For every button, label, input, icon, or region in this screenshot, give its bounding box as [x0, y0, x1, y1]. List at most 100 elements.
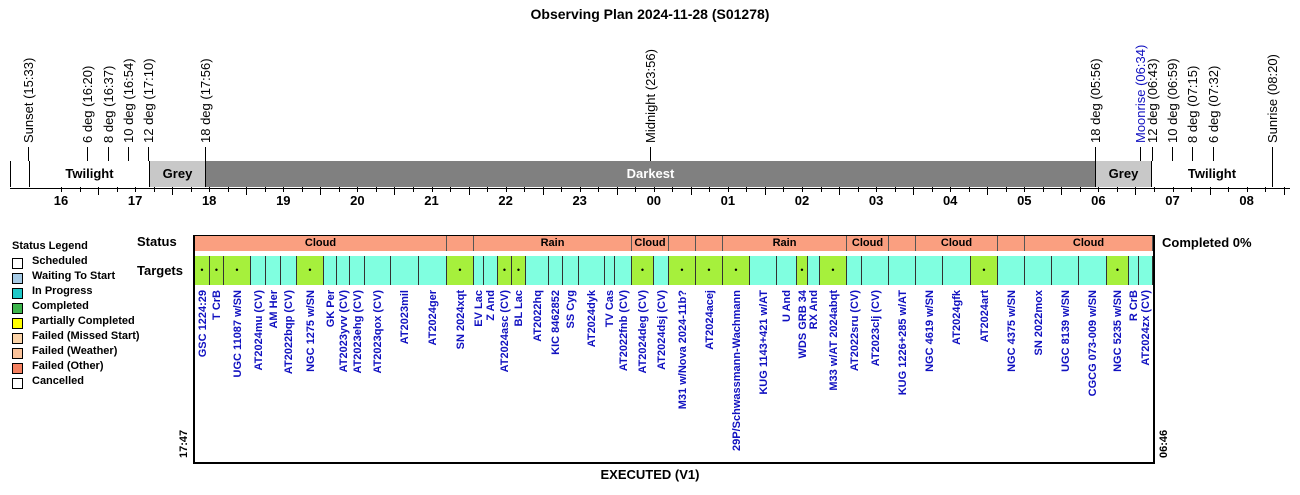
target-cell[interactable]: • [971, 256, 998, 285]
hour-tick [635, 187, 637, 192]
event-label: Sunset (15:33) [21, 57, 36, 143]
target-cell[interactable]: • [224, 256, 251, 285]
event-tick [205, 147, 206, 161]
target-cell[interactable] [750, 256, 777, 285]
target-cell[interactable] [654, 256, 669, 285]
target-cell[interactable]: • [512, 256, 526, 285]
target-name-label: M33 w/AT 2024abqt [827, 290, 840, 391]
target-cell[interactable]: • [1107, 256, 1129, 285]
target-name-label: AT2023yvv (CV) [337, 290, 350, 373]
target-cell[interactable] [847, 256, 862, 285]
target-cell[interactable] [526, 256, 549, 285]
target-cell[interactable] [337, 256, 350, 285]
hour-tick [876, 187, 878, 192]
target-cell[interactable]: • [447, 256, 474, 285]
target-name-label: AT2024deg (CV) [637, 290, 649, 374]
target-name-label: AT2024asc (CV) [499, 290, 511, 373]
target-cell[interactable] [1052, 256, 1079, 285]
hour-tick [987, 187, 989, 195]
target-marker-icon: • [200, 265, 204, 275]
target-cell[interactable] [484, 256, 498, 285]
target-cell[interactable] [266, 256, 281, 285]
target-cell[interactable] [615, 256, 632, 285]
target-cell[interactable] [808, 256, 820, 285]
target-cell[interactable]: • [297, 256, 324, 285]
hour-tick [1191, 187, 1192, 192]
target-name-label: AT2024acej [703, 290, 716, 350]
target-cell[interactable] [1025, 256, 1052, 285]
hour-label: 00 [646, 193, 662, 208]
hour-label: 17 [127, 193, 143, 208]
target-cell[interactable] [324, 256, 337, 285]
legend-swatch [12, 378, 23, 389]
target-cell[interactable] [889, 256, 916, 285]
target-cell[interactable] [251, 256, 266, 285]
legend-swatch [12, 318, 23, 329]
hour-label: 04 [942, 193, 958, 208]
page-title: Observing Plan 2024-11-28 (S01278) [530, 6, 770, 22]
target-name-label: AT2023clj (CV) [869, 290, 882, 367]
target-cell[interactable]: • [669, 256, 696, 285]
target-cell[interactable] [350, 256, 365, 285]
event-tick [1152, 147, 1153, 161]
event-label: 8 deg (07:15) [1185, 65, 1200, 143]
target-cell[interactable] [1129, 256, 1139, 285]
target-cell[interactable] [862, 256, 889, 285]
legend-swatch [12, 363, 23, 374]
status-cell [998, 236, 1025, 251]
target-cell[interactable] [777, 256, 797, 285]
target-cell[interactable]: • [195, 256, 210, 285]
target-name-label: GK Per [324, 290, 337, 328]
target-name-label: T CrB [211, 290, 223, 320]
target-cell[interactable]: • [210, 256, 224, 285]
event-label: 12 deg (17:10) [141, 58, 156, 143]
legend-label: Waiting To Start [32, 270, 116, 282]
target-cell[interactable]: • [632, 256, 654, 285]
hour-label: 16 [53, 193, 69, 208]
target-cell[interactable] [549, 256, 563, 285]
event-label: 10 deg (06:59) [1165, 58, 1180, 143]
target-cell[interactable] [943, 256, 971, 285]
target-name-label: BL Lac [513, 290, 525, 327]
hour-tick [950, 187, 952, 192]
hour-tick [283, 187, 285, 192]
target-cell[interactable]: • [696, 256, 723, 285]
target-marker-icon: • [308, 265, 312, 275]
target-cell[interactable] [916, 256, 943, 285]
hour-tick [468, 187, 470, 195]
target-cell[interactable] [391, 256, 419, 285]
target-cell[interactable] [1139, 256, 1153, 285]
event-tick [1172, 147, 1173, 161]
target-cell[interactable] [281, 256, 297, 285]
hour-label: 02 [794, 193, 810, 208]
event-tick [1140, 147, 1141, 161]
target-cell[interactable] [605, 256, 615, 285]
target-name-label: NGC 5235 w/SN [1112, 290, 1124, 372]
hour-tick [135, 187, 137, 192]
status-cell: Cloud [916, 236, 998, 251]
target-marker-icon: • [640, 265, 645, 275]
hour-tick [1172, 187, 1174, 192]
target-cell[interactable]: • [797, 256, 808, 285]
target-cell[interactable] [1079, 256, 1107, 285]
status-cell: Cloud [1025, 236, 1153, 251]
target-cell[interactable] [419, 256, 447, 285]
target-cell[interactable] [563, 256, 579, 285]
event-tick [650, 147, 651, 161]
target-marker-icon: • [502, 265, 507, 275]
target-name-label: KUG 1226+285 w/AT [896, 290, 909, 396]
legend-label: Scheduled [32, 255, 88, 267]
target-cell[interactable] [998, 256, 1025, 285]
target-cell[interactable] [474, 256, 484, 285]
event-label: 8 deg (16:37) [101, 65, 116, 143]
status-cell: Cloud [632, 236, 669, 251]
target-name-label: AT2024gfk [951, 290, 963, 345]
target-cell[interactable] [365, 256, 391, 285]
target-cell[interactable]: • [723, 256, 750, 285]
target-name-label: AT2022bqp (CV) [283, 290, 295, 375]
target-cell[interactable]: • [820, 256, 847, 285]
target-cell[interactable]: • [498, 256, 512, 285]
target-cell[interactable] [579, 256, 605, 285]
event-label: 18 deg (17:56) [198, 58, 213, 143]
hour-label: 22 [498, 193, 513, 208]
